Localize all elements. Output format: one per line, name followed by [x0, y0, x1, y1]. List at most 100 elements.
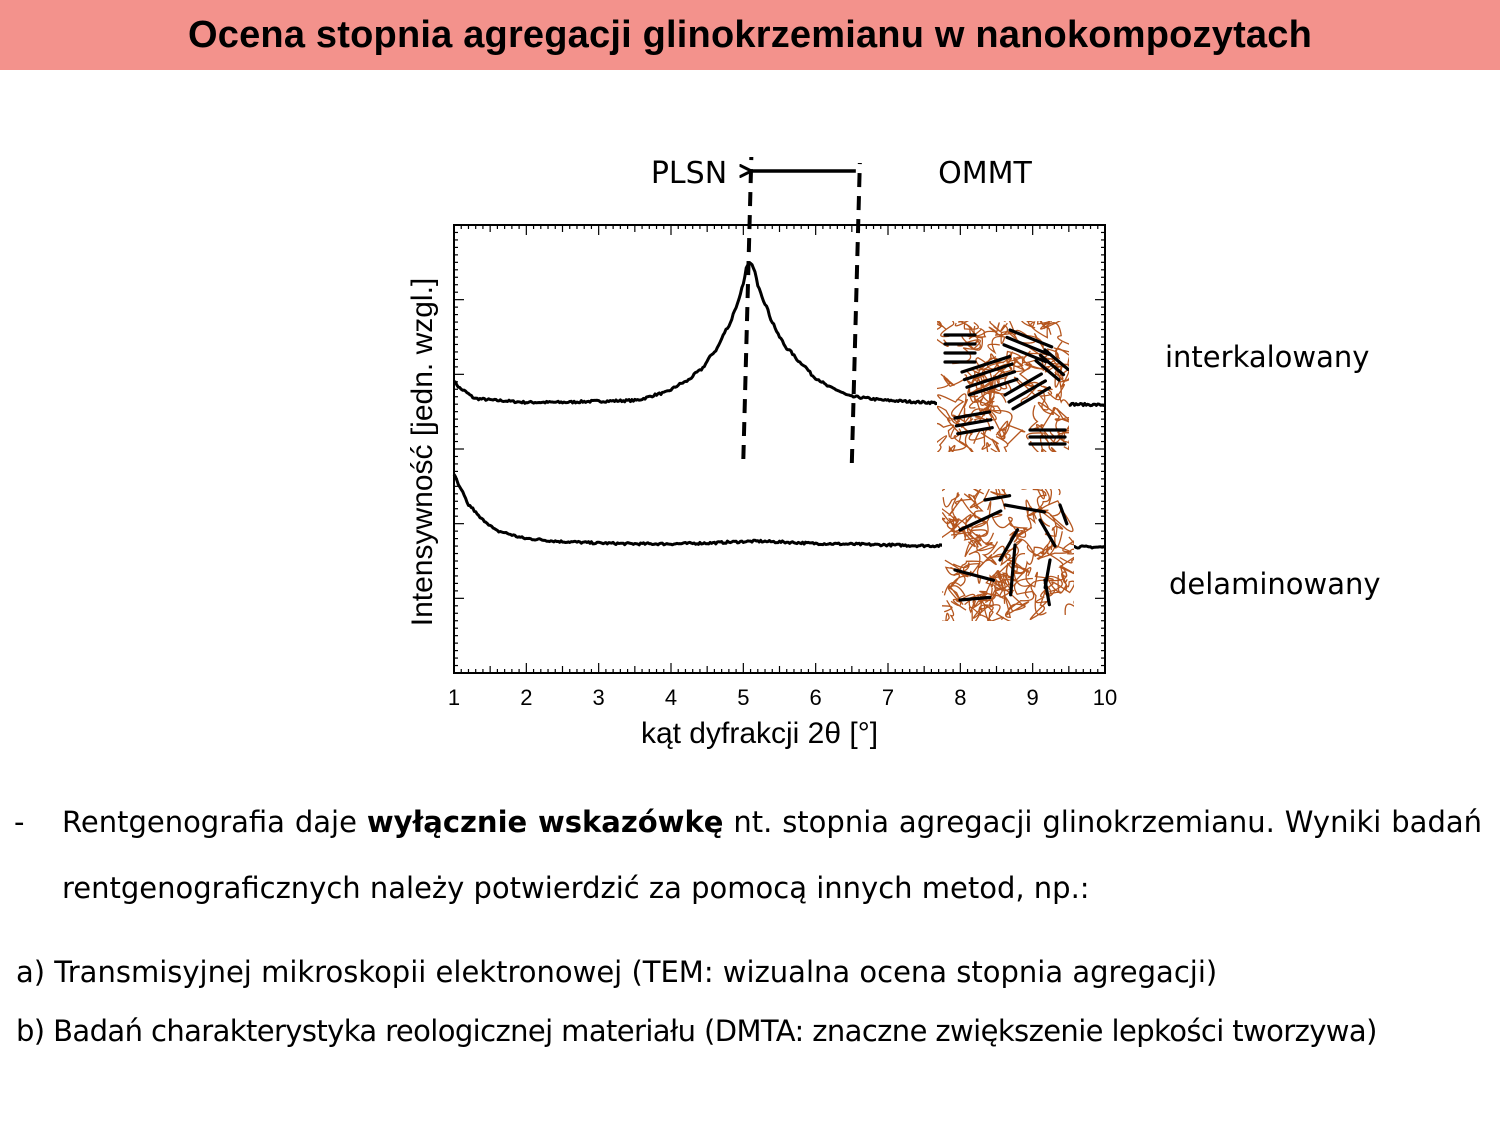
- paragraph: Rentgenografia daje wyłącznie wskazówkę …: [62, 789, 1482, 921]
- x-tick-label: 7: [882, 685, 894, 710]
- clay-layer: [1038, 518, 1057, 548]
- clay-layer: [954, 418, 993, 428]
- clay-layer: [1007, 379, 1047, 404]
- clay-layer: [1043, 558, 1052, 590]
- polymer-chain: [1047, 378, 1069, 401]
- polymer-chain: [949, 562, 972, 589]
- polymer-chain: [942, 599, 955, 621]
- para-part2: nt. stopnia agregacji glinokrzemianu. Wy…: [62, 805, 1483, 905]
- polymer-chain: [987, 357, 1013, 390]
- para-part1: Rentgenografia daje: [62, 805, 367, 839]
- polymer-chain: [965, 369, 990, 403]
- x-tick-label: 2: [520, 685, 532, 710]
- clay-layer: [960, 354, 1012, 374]
- polymer-chain: [981, 541, 1011, 567]
- para-bold: wyłącznie wskazówkę: [366, 805, 724, 839]
- polymer-chain: [971, 606, 994, 621]
- polymer-chain: [982, 407, 1009, 452]
- polymer-chain: [1040, 552, 1074, 598]
- polymer-chain: [1013, 356, 1044, 398]
- polymer-chain: [989, 321, 1044, 349]
- polymer-chain: [1040, 500, 1074, 533]
- clay-layer: [1003, 372, 1043, 397]
- list-item-a: a) Transmisyjnej mikroskopii elektronowe…: [16, 955, 1218, 989]
- polymer-chain: [954, 321, 983, 351]
- polymer-chain: [976, 398, 1026, 446]
- polymer-chain: [947, 584, 966, 607]
- clay-layer: [1008, 328, 1054, 349]
- polymer-chain: [1035, 389, 1056, 452]
- polymer-chain: [942, 605, 953, 613]
- polymer-chain: [983, 604, 1005, 621]
- polymer-chain: [960, 500, 992, 548]
- polymer-chain: [1003, 577, 1035, 618]
- polymer-chain: [937, 423, 955, 452]
- clay-layer: [998, 528, 1020, 562]
- clay-layer: [956, 426, 994, 436]
- dashed-line-ommt: [849, 162, 862, 464]
- polymer-chain: [942, 591, 944, 593]
- polymer-chain: [950, 519, 995, 544]
- delaminated-morphology-icon: [942, 489, 1074, 621]
- polymer-chain: [947, 428, 967, 452]
- polymer-chain: [964, 599, 1012, 621]
- x-tick-label: 3: [593, 685, 605, 710]
- xrd-chart: 1 2 3 4 5 6 7 8 9 10 kąt dyfrakcji 2θ [°] Intensywn…: [406, 156, 1117, 750]
- label-interkalowany: interkalowany: [1165, 340, 1370, 374]
- polymer-chain: [1054, 369, 1069, 407]
- x-tick-label: 8: [954, 685, 966, 710]
- polymer-chain: [1042, 358, 1069, 388]
- clay-layer: [1003, 503, 1046, 514]
- intercalated-morphology-icon: [937, 321, 1069, 452]
- x-tick-label: 6: [810, 685, 822, 710]
- x-tick-label: 1: [448, 685, 460, 710]
- polymer-chain: [1066, 536, 1074, 573]
- polymer-chain: [1039, 525, 1058, 556]
- polymer-chain: [1036, 321, 1069, 353]
- polymer-chain: [1037, 387, 1069, 432]
- polymer-chain: [990, 489, 1006, 510]
- title-bar: Ocena stopnia agregacji glinokrzemianu w…: [0, 0, 1500, 70]
- clay-layer: [1005, 335, 1051, 356]
- polymer-chain: [1003, 590, 1030, 616]
- x-tick-label: 10: [1093, 685, 1117, 710]
- clay-layer: [1034, 359, 1061, 382]
- bullet-dash: -: [14, 805, 25, 839]
- polymer-chain: [1052, 406, 1069, 430]
- polymer-chain: [937, 321, 955, 338]
- clay-layer: [1009, 543, 1017, 597]
- clay-layer: [953, 410, 992, 420]
- polymer-chain: [1011, 538, 1053, 574]
- polymer-chain: [1057, 430, 1069, 449]
- polymer-chain: [1048, 441, 1057, 452]
- polymer-chain: [968, 538, 995, 584]
- polymer-chain: [946, 398, 973, 440]
- polymer-chain: [937, 393, 968, 424]
- label-ommt: OMMT: [938, 156, 1032, 191]
- polymer-chain: [1021, 489, 1046, 500]
- polymer-chain: [1029, 586, 1057, 620]
- clay-layer: [953, 568, 996, 582]
- dashed-line-plsn: [741, 156, 754, 460]
- polymer-chain: [995, 420, 1011, 440]
- polymer-chain: [954, 489, 990, 509]
- x-tick-label: 4: [665, 685, 677, 710]
- polymer-chain: [942, 492, 960, 539]
- polymer-chain: [948, 497, 976, 533]
- clay-layer: [1058, 503, 1069, 526]
- slide-title: Ocena stopnia agregacji glinokrzemianu w…: [188, 13, 1312, 56]
- polymer-chain: [937, 373, 968, 390]
- x-tick-label: 9: [1027, 685, 1039, 710]
- polymer-chain: [1044, 556, 1074, 582]
- polymer-chain: [980, 432, 1001, 452]
- clay-layer: [958, 509, 1003, 532]
- clay-layer: [967, 377, 1019, 397]
- list-item-b: b) Badań charakterystyka reologicznej ma…: [16, 1014, 1377, 1048]
- clay-layer: [1011, 386, 1051, 411]
- polymer-chain: [953, 428, 985, 452]
- polymer-chain: [973, 388, 995, 419]
- label-plsn: PLSN: [651, 156, 727, 191]
- clay-layer: [962, 362, 1014, 382]
- label-delaminowany: delaminowany: [1169, 567, 1381, 601]
- y-axis-label: Intensywność [jedn. wzgl.]: [406, 278, 439, 627]
